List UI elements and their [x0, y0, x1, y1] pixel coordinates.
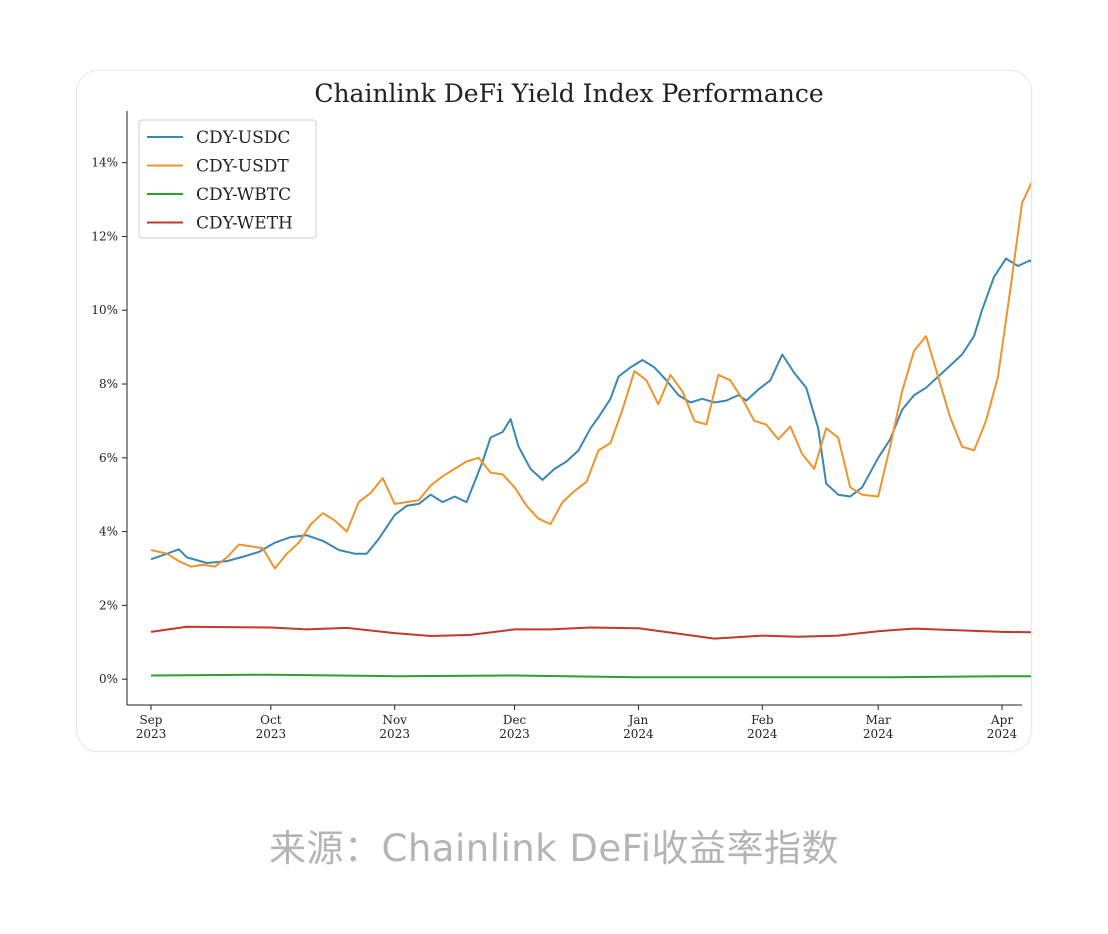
legend-label-cdy-weth: CDY-WETH: [196, 214, 293, 234]
x-tick-label: Feb 2024: [747, 713, 778, 741]
chart-title: Chainlink DeFi Yield Index Performance: [314, 79, 823, 108]
y-tick-label: 6%: [99, 451, 118, 465]
series-line-cdy-weth: [150, 625, 1031, 640]
x-tick-label: Dec 2023: [499, 713, 530, 741]
x-tick-label: Oct 2023: [256, 713, 287, 741]
y-tick-label: 10%: [91, 303, 118, 317]
source-caption: 来源：Chainlink DeFi收益率指数: [268, 827, 839, 870]
legend-label-cdy-wbtc: CDY-WBTC: [196, 185, 291, 205]
y-tick-label: 8%: [99, 377, 118, 391]
chart-card: Chainlink DeFi Yield Index Performance 0…: [76, 70, 1032, 752]
y-tick-label: 2%: [99, 598, 118, 612]
y-tick-label: 12%: [91, 229, 118, 243]
x-tick-label: Sep 2023: [136, 713, 167, 741]
y-tick-label: 14%: [91, 156, 118, 170]
series-line-cdy-wbtc: [150, 673, 1031, 679]
x-tick-label: Mar 2024: [863, 713, 894, 741]
legend: CDY-USDC CDY-USDT CDY-WBTC CDY-WETH: [138, 119, 317, 239]
legend-label-cdy-usdt: CDY-USDT: [196, 157, 289, 177]
series-line-cdy-usdt: [150, 181, 1031, 570]
legend-box: [138, 119, 317, 239]
y-tick-label: 0%: [99, 672, 118, 686]
series-line-cdy-usdc: [150, 257, 1031, 564]
plot-lines: [150, 181, 1031, 679]
x-tick-label: Jan 2024: [623, 713, 654, 741]
line-chart: Chainlink DeFi Yield Index Performance 0…: [91, 79, 1031, 741]
axes: 0% 2% 4% 6% 8% 10% 12% 14% Sep 2023 Oct 2023 Nov 2023…: [91, 111, 1022, 741]
y-tick-label: 4%: [99, 525, 118, 539]
legend-label-cdy-usdc: CDY-USDC: [196, 128, 290, 148]
x-tick-label: Apr 2024: [987, 713, 1018, 741]
x-tick-label: Nov 2023: [379, 713, 410, 741]
